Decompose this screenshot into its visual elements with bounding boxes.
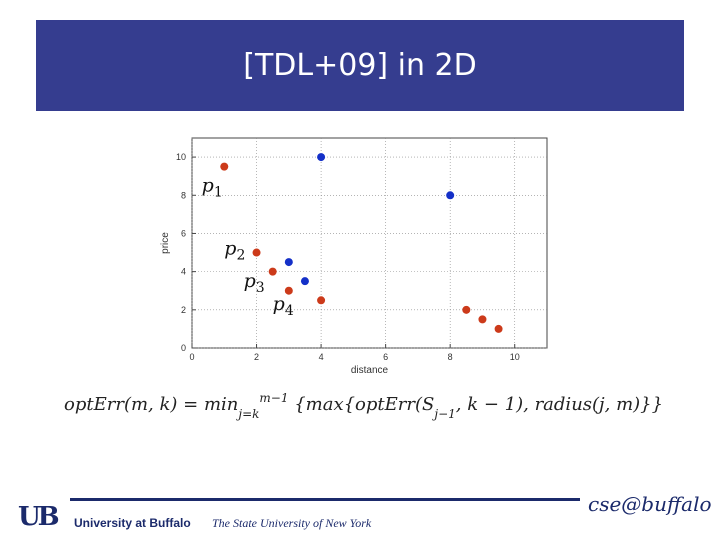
point-label-p2: p2 — [224, 238, 245, 264]
formula-s-sub: j−1 — [434, 407, 456, 421]
x-tick-label: 4 — [319, 352, 324, 362]
point-label-p1: p1 — [202, 175, 223, 201]
data-point-red — [478, 315, 487, 324]
data-point-blue — [446, 191, 455, 200]
data-point-red — [268, 267, 277, 276]
slide-title: [TDL+09] in 2D — [243, 48, 477, 83]
suny-name: The State University of New York — [212, 516, 372, 530]
y-tick-label: 0 — [181, 343, 186, 353]
footer-divider — [70, 498, 580, 501]
formula-eq: = — [177, 394, 204, 415]
point-label-p3: p3 — [244, 270, 265, 296]
x-tick-label: 2 — [254, 352, 259, 362]
formula-min: min — [203, 394, 239, 415]
data-point-blue — [300, 277, 309, 286]
formula-min-sup: m−1 — [259, 391, 289, 405]
data-point-red — [317, 296, 326, 305]
x-tick-label: 8 — [448, 352, 453, 362]
formula-min-sub: j=k — [238, 407, 260, 421]
data-point-red — [462, 305, 471, 314]
scatter-chart: 0 2 4 6 8 10 0 2 4 6 8 10 distance price p1 p2 p3 p4 — [160, 137, 548, 376]
title-bar: [TDL+09] in 2D — [36, 20, 684, 111]
y-tick-label: 2 — [181, 305, 186, 315]
y-tick-label: 8 — [181, 190, 186, 200]
data-point-red — [252, 248, 261, 257]
formula-rest: , k − 1), radius(j, m)}} — [455, 394, 664, 415]
plot-area — [191, 137, 548, 349]
x-tick-label: 6 — [383, 352, 388, 362]
data-point-red — [284, 286, 293, 295]
x-tick-label: 10 — [510, 352, 520, 362]
point-label-p4: p4 — [273, 293, 294, 319]
data-point-blue — [284, 258, 293, 267]
cse-logo: cse@buffalo — [588, 492, 712, 516]
data-point-red — [494, 324, 503, 333]
formula-lhs: optErr(m, k) — [64, 394, 178, 415]
y-tick-label: 6 — [181, 228, 186, 238]
formula-body: {max{optErr(S — [288, 394, 435, 415]
x-axis-label: distance — [351, 365, 389, 376]
data-point-red — [220, 162, 229, 171]
footer: UB University at Buffalo The State Unive… — [0, 490, 720, 540]
data-point-blue — [317, 153, 326, 162]
university-name: University at Buffalo — [74, 516, 191, 530]
y-axis-label: price — [160, 232, 171, 254]
recurrence-formula: optErr(m, k) = minj=k m−1 {max{optErr(Sj−… — [64, 391, 664, 421]
y-tick-label: 4 — [181, 267, 186, 277]
x-tick-label: 0 — [189, 352, 194, 362]
ub-logo: UB — [18, 502, 60, 532]
y-tick-label: 10 — [176, 152, 186, 162]
